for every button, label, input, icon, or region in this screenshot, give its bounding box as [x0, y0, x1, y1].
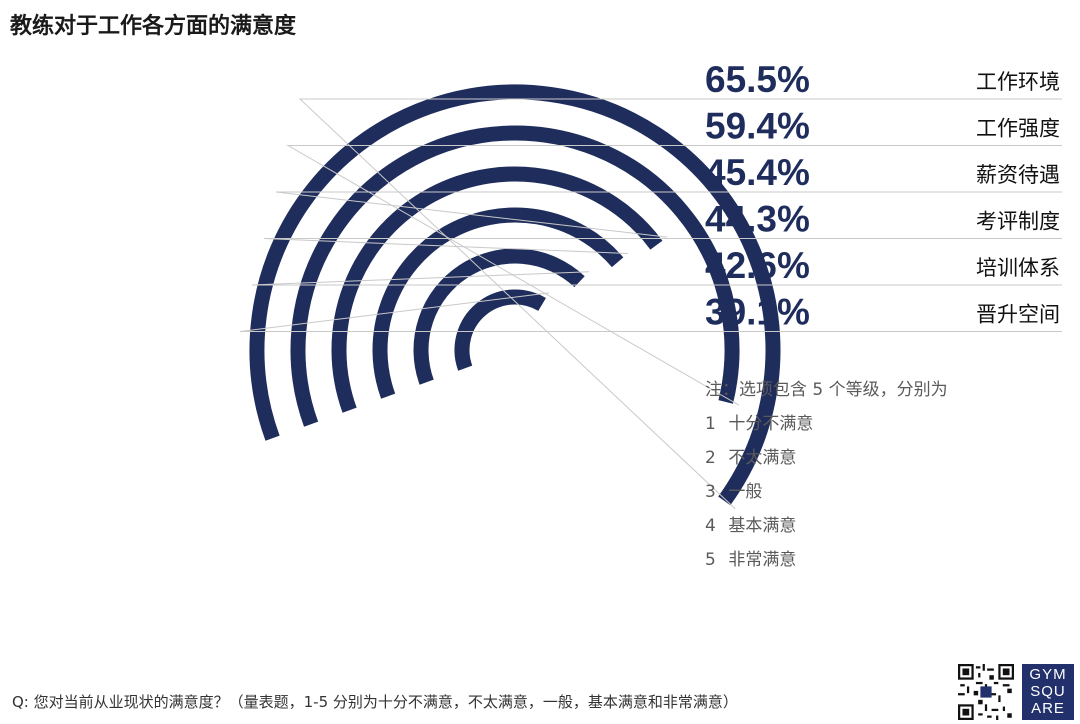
notes-item-text: 一般	[728, 482, 763, 502]
notes-item-text: 基本满意	[728, 516, 797, 536]
chart-title: 教练对于工作各方面的满意度	[10, 14, 297, 39]
category-label: 薪资待遇	[976, 163, 1060, 187]
notes-block: 注：选项包含 5 个等级，分别为 1 十分不满意 2 不太满意 3 一般 4 基…	[705, 373, 948, 577]
rings-group	[249, 84, 781, 506]
notes-item: 4 基本满意	[705, 509, 948, 543]
arc-bar	[249, 84, 781, 506]
category-label: 晋升空间	[976, 303, 1060, 327]
leader-line	[286, 145, 1062, 406]
leader-lines	[239, 98, 1062, 510]
notes-item-number: 5	[705, 550, 716, 570]
leader-line	[275, 191, 1062, 238]
notes-item: 1 十分不满意	[705, 407, 948, 441]
leader-line	[251, 271, 1062, 286]
notes-item: 5 非常满意	[705, 543, 948, 577]
category-label: 工作强度	[976, 117, 1060, 141]
arc-bar	[372, 207, 624, 399]
value-label: 44.3%	[705, 199, 810, 240]
value-label: 65.5%	[705, 59, 810, 100]
arc-bar	[331, 166, 663, 413]
notes-item: 2 不太满意	[705, 441, 948, 475]
logo-line: GYM	[1029, 666, 1067, 683]
leader-line	[239, 292, 1062, 332]
leader-line	[298, 98, 1062, 510]
notes-item-text: 非常满意	[728, 550, 797, 570]
arc-bar	[290, 125, 740, 427]
value-label: 39.1%	[705, 292, 810, 333]
survey-question: Q: 您对当前从业现状的满意度？（量表题，1-5 分别为十分不满意，不太满意，一…	[12, 693, 738, 711]
arc-bar	[413, 248, 585, 385]
notes-item-number: 2	[705, 448, 716, 468]
qr-code-icon	[958, 664, 1014, 720]
value-label: 42.6%	[705, 245, 810, 286]
notes-heading: 注：选项包含 5 个等级，分别为	[705, 380, 948, 400]
logo-line: ARE	[1031, 700, 1065, 717]
notes-item-text: 不太满意	[728, 448, 797, 468]
notes-item-number: 1	[705, 414, 716, 434]
category-label: 工作环境	[976, 70, 1060, 94]
gymsquare-logo: GYM SQU ARE	[1022, 664, 1074, 720]
notes-item-number: 4	[705, 516, 716, 536]
value-label: 59.4%	[705, 106, 810, 147]
value-label: 45.4%	[705, 152, 810, 193]
leader-line	[263, 238, 1062, 254]
arc-bar	[454, 289, 546, 371]
category-label: 考评制度	[976, 210, 1060, 234]
category-label: 培训体系	[976, 256, 1060, 280]
notes-item-number: 3	[705, 482, 716, 502]
notes-item: 3 一般	[705, 475, 948, 509]
logo-line: SQU	[1030, 683, 1066, 700]
notes-item-text: 十分不满意	[728, 414, 814, 434]
labels-group: 65.5% 工作环境 59.4% 工作强度 45.4% 薪资待遇 44.3% 考评制度 42.6…	[705, 59, 1060, 333]
